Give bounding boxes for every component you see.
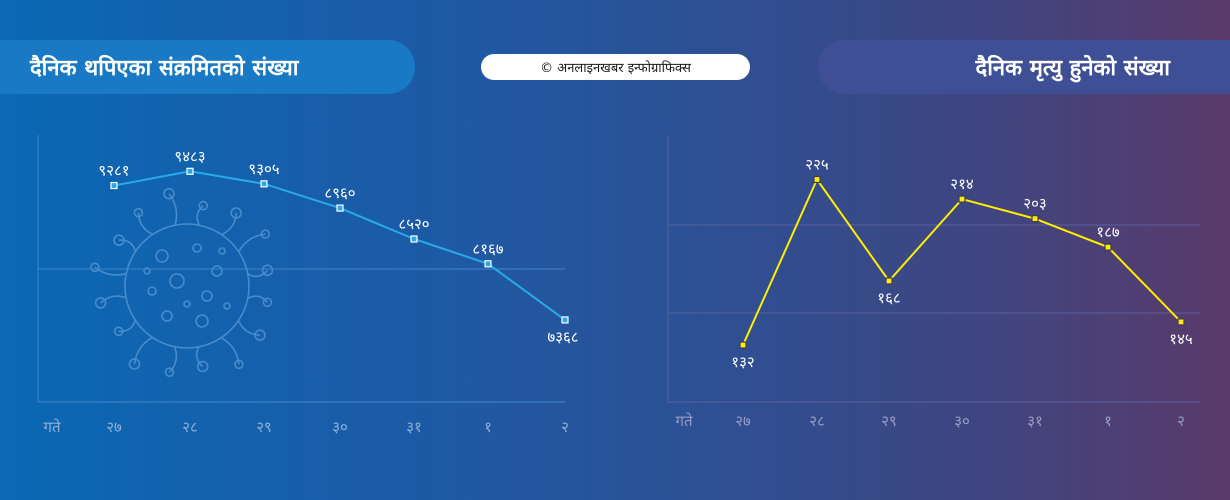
right-x-tick-label: ३० [954, 412, 970, 430]
left-data-label: ८५२० [398, 215, 429, 233]
left-chart-title: दैनिक थपिएका संक्रमितको संख्या [0, 40, 415, 94]
right-data-label: २०३ [1023, 195, 1046, 213]
left-x-axis-label: गते [44, 418, 61, 436]
right-data-point [958, 195, 966, 203]
right-data-point [885, 277, 893, 285]
right-data-label: २१४ [950, 175, 974, 193]
left-data-label: ८१६७ [472, 240, 503, 258]
credit-badge: © अनलाइनखबर इन्फोग्राफिक्स [481, 54, 750, 80]
left-data-point [260, 180, 268, 188]
right-data-label: १४५ [1169, 330, 1193, 348]
left-x-tick-label: २८ [182, 418, 198, 436]
left-data-label: ८९६० [324, 184, 355, 202]
right-data-point [813, 175, 821, 184]
right-x-tick-label: ३१ [1027, 412, 1043, 430]
left-data-point [110, 181, 118, 190]
right-data-label: २२५ [805, 156, 829, 174]
left-data-label: ९४८३ [174, 147, 205, 165]
right-x-tick-label: १ [1104, 412, 1112, 430]
left-data-label: ७३६८ [547, 328, 578, 346]
right-data-label: १३२ [731, 353, 754, 371]
left-x-tick-label: ३० [332, 418, 348, 436]
left-x-tick-label: ३१ [406, 418, 422, 436]
left-data-label: ९२८१ [98, 162, 129, 180]
right-data-point [1177, 318, 1185, 326]
right-x-axis-label: गते [676, 412, 693, 430]
right-data-point [1031, 215, 1039, 223]
right-x-tick-label: २ [1177, 412, 1185, 430]
right-data-point [1104, 243, 1112, 251]
left-x-tick-label: १ [484, 418, 492, 436]
left-data-point [336, 204, 344, 212]
left-x-tick-label: २७ [106, 418, 122, 436]
left-data-point [186, 167, 194, 175]
left-data-label: ९३०५ [248, 160, 279, 178]
left-x-tick-label: २ [561, 418, 569, 436]
right-data-label: १६८ [877, 289, 900, 307]
left-chart-frame [37, 135, 565, 403]
right-chart-title: दैनिक मृत्यु हुनेको संख्या [818, 40, 1230, 94]
left-data-point [410, 235, 418, 243]
virus-icon [90, 187, 274, 378]
left-data-point [484, 260, 492, 268]
left-x-tick-label: २९ [256, 418, 272, 436]
right-data-point [739, 341, 747, 349]
left-data-point [561, 316, 569, 324]
right-x-tick-label: २९ [881, 412, 897, 430]
right-x-tick-label: २८ [809, 412, 825, 430]
right-data-label: १८७ [1096, 223, 1120, 241]
right-series-line [742, 177, 1182, 346]
right-x-tick-label: २७ [735, 412, 751, 430]
